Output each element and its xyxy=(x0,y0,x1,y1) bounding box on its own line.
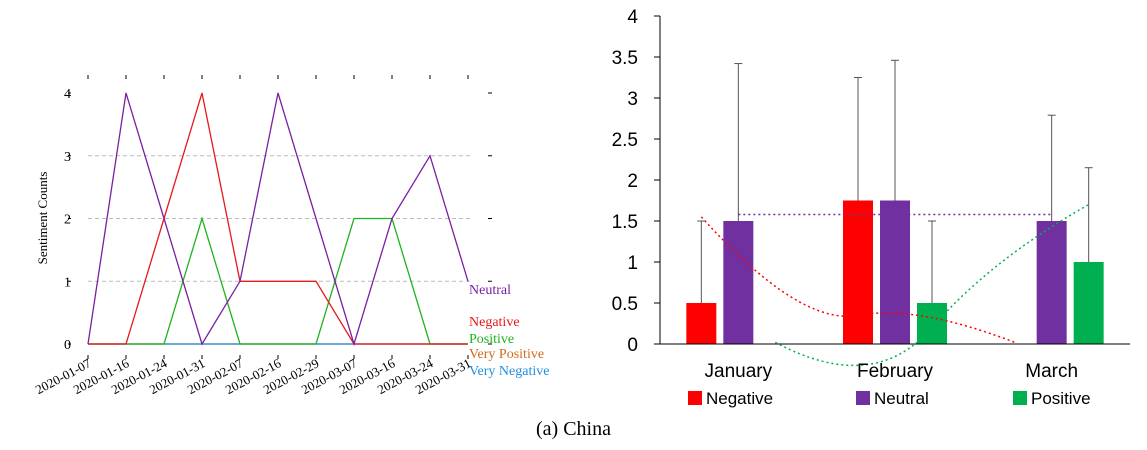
legend-label-negative: Negative xyxy=(706,389,773,408)
series-line-negative xyxy=(88,92,468,345)
category-label: February xyxy=(857,361,934,382)
bar-positive-march xyxy=(1073,262,1104,344)
bar-neutral-january xyxy=(723,221,754,344)
legend-label-positive: Positive xyxy=(469,332,514,347)
category-label: March xyxy=(1025,361,1078,382)
bar-negative-january xyxy=(686,303,717,344)
category-label: January xyxy=(705,361,773,382)
bar-neutral-march xyxy=(1036,221,1067,344)
bar-chart: 0 0.5 1 1.5 2 2.5 3 3.5 4 January February March Neg… xyxy=(612,7,1130,408)
series-line-neutral xyxy=(87,92,469,347)
legend-label-neutral: Neutral xyxy=(469,283,511,298)
trendline-negative xyxy=(700,216,1015,344)
y-tick-label: 2 xyxy=(627,171,638,192)
y-tick-label: 0.5 xyxy=(612,294,638,315)
legend-label-negative: Negative xyxy=(469,315,520,330)
y-tick-label: 2.5 xyxy=(612,130,638,151)
bar-neutral-february xyxy=(880,200,910,344)
y-axis-label: Sentiment Counts xyxy=(35,172,50,265)
legend-label-positive: Positive xyxy=(1031,389,1091,408)
bar-negative-february xyxy=(843,200,873,344)
y-tick-label: 1.5 xyxy=(612,212,638,233)
y-tick-label: 0 xyxy=(627,335,638,356)
y-tick-label: 2 xyxy=(64,213,71,228)
y-tick-label: 3 xyxy=(627,89,638,110)
legend-swatch-neutral xyxy=(856,391,870,405)
y-tick-label: 3.5 xyxy=(612,48,638,69)
figure-caption: (a) China xyxy=(536,418,611,440)
y-tick-label: 4 xyxy=(64,87,71,102)
y-tick-label: 3 xyxy=(64,150,71,165)
y-tick-label: 1 xyxy=(64,275,71,290)
legend-swatch-positive xyxy=(1013,391,1027,405)
bar-positive-february xyxy=(917,303,947,344)
y-tick-label: 4 xyxy=(627,7,638,28)
legend-label-neutral: Neutral xyxy=(874,389,929,408)
y-tick-label: 0 xyxy=(64,338,71,353)
legend-label-very-negative: Very Negative xyxy=(469,364,549,379)
series-line-positive xyxy=(88,216,468,345)
legend-swatch-negative xyxy=(688,391,702,405)
legend-label-very-positive: Very Positive xyxy=(469,347,544,362)
y-tick-label: 1 xyxy=(627,253,638,274)
